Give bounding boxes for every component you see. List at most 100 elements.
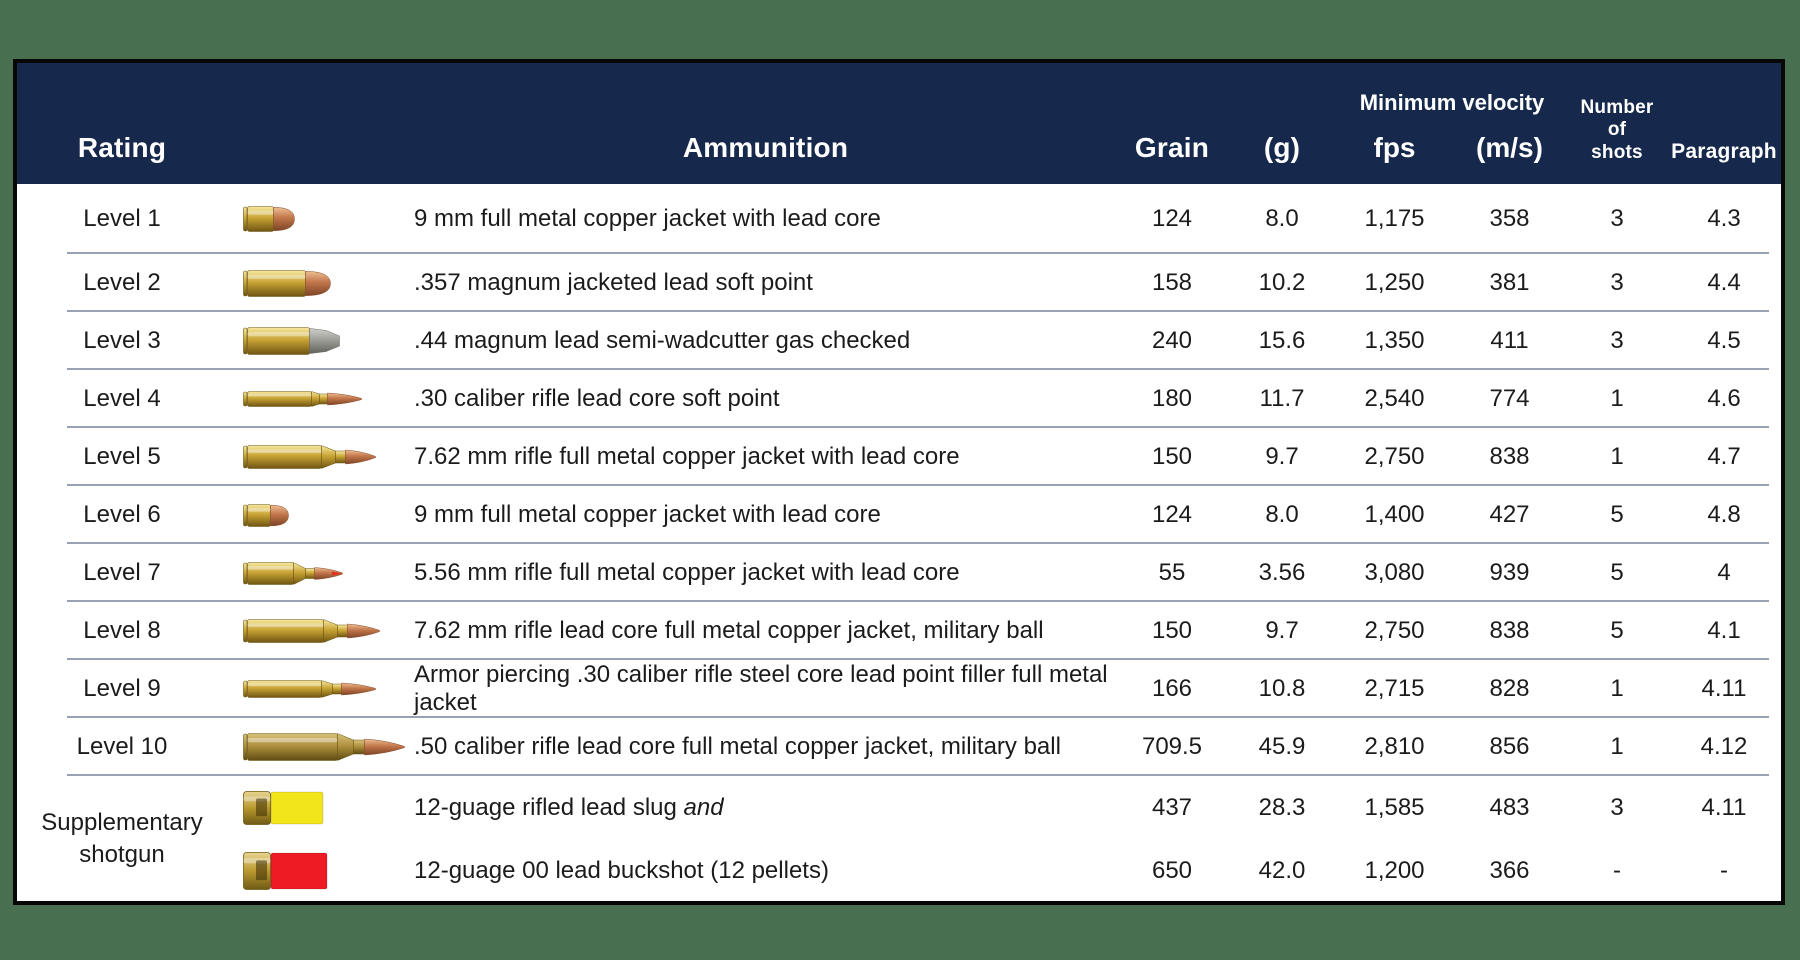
ms-value: 427	[1489, 501, 1530, 528]
grams-value: 3.56	[1258, 559, 1306, 586]
grams-value: 28.3	[1258, 793, 1306, 821]
ms-value: 366	[1489, 856, 1530, 884]
header-bullet-spacer	[227, 63, 414, 184]
ammunition-description: 7.62 mm rifle full metal copper jacket w…	[414, 443, 960, 470]
fps-value: 2,750	[1364, 617, 1425, 644]
table-row: Level 1 9 mm full metal copper jacket wi…	[17, 184, 1781, 254]
ammunition-description: 5.56 mm rifle full metal copper jacket w…	[414, 559, 960, 586]
paragraph-value: 4.8	[1707, 501, 1741, 528]
paragraph-value: -	[1720, 856, 1728, 884]
shots-value: 1	[1610, 733, 1624, 760]
table-row: Level 8 7.62 mm rifle lead core full met…	[17, 602, 1781, 660]
paragraph-value: 4.11	[1701, 793, 1747, 821]
ballistic-rating-table: Rating Ammunition Grain (g) Minimum velo…	[13, 59, 1785, 905]
ammunition-description: .30 caliber rifle lead core soft point	[414, 385, 780, 412]
shots-value: 3	[1610, 327, 1624, 354]
paragraph-value: 4.5	[1707, 327, 1741, 354]
grain-value: 124	[1151, 501, 1193, 528]
ammunition-description: 7.62 mm rifle lead core full metal coppe…	[414, 617, 1044, 644]
shots-value: 1	[1610, 385, 1624, 412]
fps-value: 1,200	[1364, 856, 1425, 884]
grams-value: 11.7	[1259, 385, 1305, 412]
paragraph-value: 4.4	[1707, 269, 1741, 296]
bullet-icon-9mm-fmj-small	[227, 503, 414, 527]
row-divider	[67, 600, 1769, 602]
row-divider	[67, 774, 1769, 776]
row-divider	[67, 310, 1769, 312]
grain-value: 158	[1151, 269, 1193, 296]
rating-label: Level 1	[83, 205, 161, 232]
table-row: Level 2 .357 magnum jacketed lead soft p…	[17, 254, 1781, 312]
table-header: Rating Ammunition Grain (g) Minimum velo…	[17, 63, 1781, 184]
grain-value: 55	[1158, 559, 1186, 586]
shots-value: 5	[1610, 501, 1624, 528]
header-ms: (m/s)	[1476, 132, 1543, 163]
grams-value: 8.0	[1265, 205, 1299, 232]
grams-value: 8.0	[1265, 501, 1299, 528]
fps-value: 2,715	[1364, 675, 1425, 702]
paragraph-value: 4.7	[1707, 443, 1741, 470]
bullet-icon-762-military-ball	[227, 619, 414, 643]
fps-value: 1,350	[1364, 327, 1425, 354]
grain-value: 240	[1151, 327, 1193, 354]
ms-value: 358	[1489, 205, 1530, 232]
row-divider	[67, 368, 1769, 370]
header-minimum-velocity: Minimum velocity	[1359, 90, 1545, 115]
rating-supplementary-shotgun: Supplementary shotgun	[41, 808, 203, 868]
rating-label: Level 7	[83, 559, 161, 586]
grain-value: 166	[1151, 675, 1193, 702]
ammunition-description: 12-guage 00 lead buckshot (12 pellets)	[414, 856, 829, 884]
shots-value: 3	[1610, 269, 1624, 296]
header-number-of-shots: Number of shots	[1580, 96, 1654, 163]
table-row: Level 4 .30 caliber rifle lead core soft…	[17, 370, 1781, 428]
ammunition-description: 9 mm full metal copper jacket with lead …	[414, 205, 881, 232]
header-ammunition: Ammunition	[682, 132, 849, 163]
rating-label: Level 9	[83, 675, 161, 702]
grain-value: 709.5	[1141, 733, 1203, 760]
bullet-icon-9mm-fmj	[227, 206, 414, 232]
paragraph-value: 4.6	[1707, 385, 1741, 412]
ms-value: 828	[1489, 675, 1530, 702]
ms-value: 411	[1490, 327, 1529, 354]
shots-value: 3	[1610, 205, 1624, 232]
ms-value: 483	[1489, 793, 1530, 821]
shots-value: 5	[1610, 559, 1624, 586]
grain-value: 650	[1151, 856, 1193, 884]
shots-value: -	[1613, 856, 1621, 884]
paragraph-value: 4.3	[1707, 205, 1741, 232]
bullet-icon-12ga-buckshot-red	[227, 851, 414, 890]
ammunition-description: 12-guage rifled lead slug and	[414, 793, 724, 821]
supplementary-shotgun-section: Supplementary shotgun 12-guage rifled le…	[17, 776, 1781, 902]
row-divider	[67, 426, 1769, 428]
row-divider	[67, 716, 1769, 718]
ammunition-description: .357 magnum jacketed lead soft point	[414, 269, 813, 296]
ammunition-description: .50 caliber rifle lead core full metal c…	[414, 733, 1061, 760]
rating-label: Level 2	[83, 269, 161, 296]
header-minimum-velocity-group: Minimum velocity fps (m/s)	[1337, 63, 1567, 184]
ms-value: 381	[1489, 269, 1530, 296]
grams-value: 10.8	[1258, 675, 1306, 702]
bullet-icon-357-magnum	[227, 269, 414, 297]
row-divider	[67, 484, 1769, 486]
ms-value: 856	[1489, 733, 1530, 760]
fps-value: 3,080	[1364, 559, 1425, 586]
shots-value: 3	[1610, 793, 1624, 821]
rating-label: Level 4	[83, 385, 161, 412]
grain-value: 437	[1151, 793, 1193, 821]
bullet-icon-30-cal-soft-point	[227, 391, 414, 407]
shots-value: 5	[1610, 617, 1624, 644]
fps-value: 1,175	[1364, 205, 1425, 232]
paragraph-value: 4	[1717, 559, 1731, 586]
table-row: Level 9 Armor piercing .30 caliber rifle…	[17, 660, 1781, 718]
table-row: Level 3 .44 magnum lead semi-wadcutter g…	[17, 312, 1781, 370]
bullet-icon-762-fmj	[227, 445, 414, 469]
grams-value: 9.7	[1265, 443, 1299, 470]
grain-value: 180	[1151, 385, 1193, 412]
header-grams: (g)	[1263, 132, 1301, 163]
fps-value: 2,540	[1364, 385, 1425, 412]
ammunition-description: .44 magnum lead semi-wadcutter gas check…	[414, 327, 911, 354]
rating-label: Level 3	[83, 327, 161, 354]
paragraph-value: 4.11	[1701, 675, 1747, 702]
header-fps: fps	[1373, 132, 1416, 163]
header-grain: Grain	[1134, 132, 1210, 163]
